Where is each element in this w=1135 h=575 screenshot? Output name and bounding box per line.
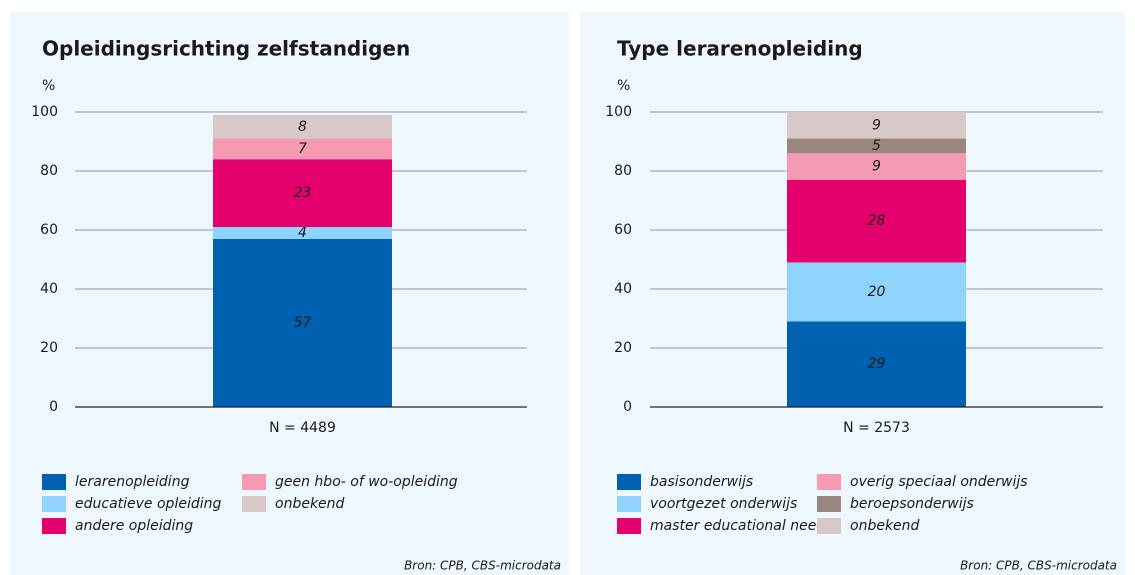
legend-swatch <box>617 518 641 534</box>
y-tick-label: 60 <box>40 222 58 238</box>
legend-swatch <box>617 496 641 512</box>
x-tick-label: N = 2573 <box>843 420 910 436</box>
chart-title: Opleidingsrichting zelfstandigen <box>42 37 410 61</box>
y-tick-label: 0 <box>623 399 632 415</box>
y-axis-label: % <box>42 78 55 94</box>
bar-segment <box>787 262 966 322</box>
bar-segment <box>787 138 966 154</box>
legend-label: geen hbo- of wo-opleiding <box>275 474 458 490</box>
legend-label: voortgezet onderwijs <box>650 496 797 512</box>
y-tick-label: 60 <box>614 222 632 238</box>
data-label: 7 <box>298 141 307 157</box>
x-tick-label: N = 4489 <box>269 420 336 436</box>
legend-label: overig speciaal onderwijs <box>850 474 1028 490</box>
y-tick-label: 80 <box>40 163 58 179</box>
data-label: 29 <box>868 356 886 372</box>
y-tick-label: 40 <box>40 281 58 297</box>
data-label: 23 <box>294 185 312 201</box>
bar-segment <box>213 238 392 407</box>
legend-swatch <box>242 474 266 490</box>
y-axis-label: % <box>617 78 630 94</box>
y-tick-label: 100 <box>605 104 632 120</box>
legend-swatch <box>617 474 641 490</box>
legend-label: educatieve opleiding <box>75 496 221 512</box>
bar-segment <box>213 114 392 139</box>
legend-label: andere opleiding <box>75 518 193 534</box>
data-label: 57 <box>294 315 312 331</box>
y-tick-label: 40 <box>614 281 632 297</box>
y-tick-label: 20 <box>40 340 58 356</box>
data-label: 5 <box>872 138 881 154</box>
bar-segment <box>213 159 392 228</box>
bar-segment <box>213 227 392 239</box>
legend-label: beroepsonderwijs <box>850 496 974 512</box>
data-label: 9 <box>872 117 881 133</box>
legend-label: master educational needs <box>650 518 833 534</box>
bar-segment <box>213 138 392 160</box>
bar-segment <box>787 112 966 139</box>
bar-segment <box>787 179 966 263</box>
source-note: Bron: CPB, CBS-microdata <box>960 559 1117 573</box>
legend-swatch <box>42 518 66 534</box>
legend-label: lerarenopleiding <box>75 474 190 490</box>
legend-swatch <box>42 474 66 490</box>
data-label: 20 <box>868 284 886 300</box>
legend-swatch <box>817 474 841 490</box>
legend-swatch <box>242 496 266 512</box>
bar-segment <box>787 321 966 407</box>
chart-title: Type lerarenopleiding <box>617 37 863 61</box>
legend-label: onbekend <box>275 496 345 512</box>
data-label: 9 <box>872 159 881 175</box>
bar-segment <box>787 153 966 180</box>
legend-label: onbekend <box>850 518 920 534</box>
y-tick-label: 20 <box>614 340 632 356</box>
data-label: 8 <box>298 119 307 135</box>
source-note: Bron: CPB, CBS-microdata <box>404 559 561 573</box>
data-label: 28 <box>868 213 886 229</box>
legend-swatch <box>817 496 841 512</box>
y-tick-label: 0 <box>49 399 58 415</box>
legend-label: basisonderwijs <box>650 474 753 490</box>
data-label: 4 <box>298 225 307 241</box>
legend-swatch <box>817 518 841 534</box>
y-tick-label: 80 <box>614 163 632 179</box>
y-tick-label: 100 <box>31 104 58 120</box>
legend-swatch <box>42 496 66 512</box>
